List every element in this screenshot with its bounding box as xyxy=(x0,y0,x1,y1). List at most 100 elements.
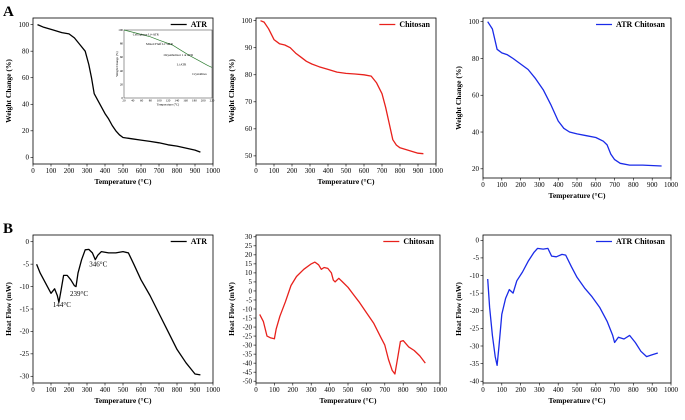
legend-label: ATR xyxy=(191,20,208,29)
y-tick-label: -20 xyxy=(243,323,253,331)
inset-y-tick-label: 100 xyxy=(118,28,123,32)
x-tick-label: 900 xyxy=(647,386,658,394)
chart-dsc-atr: 0 100 200 300 400 500 600 700 800 900 1000 0 -5 -10 -1… xyxy=(4,234,221,405)
y-tick-label: 100 xyxy=(242,17,253,25)
x-tick-label: 800 xyxy=(628,386,639,394)
series-line xyxy=(260,20,424,155)
x-tick-label: 200 xyxy=(515,386,526,394)
y-tick-label: -10 xyxy=(243,305,253,313)
x-tick-label: 400 xyxy=(100,167,111,175)
x-tick-label: 100 xyxy=(497,181,508,189)
y-tick-label: -15 xyxy=(243,314,253,322)
x-tick-label: 0 xyxy=(481,386,485,394)
inset-chart: 20 40 60 80 100 120 140 160 180 200 22002040608010… xyxy=(115,28,215,107)
series-line xyxy=(487,247,658,367)
y-tick-label: 25 xyxy=(245,242,253,250)
x-tick-label: 100 xyxy=(269,386,280,394)
y-tick-label: 0 xyxy=(26,238,30,246)
y-tick-label: 80 xyxy=(22,47,30,55)
y-tick-label: -10 xyxy=(470,272,480,280)
x-tick-label: 800 xyxy=(172,386,183,394)
x-tick-label: 600 xyxy=(359,167,370,175)
y-tick-label: 100 xyxy=(469,18,480,26)
inset-series-line xyxy=(123,29,213,68)
x-tick-label: 0 xyxy=(254,386,258,394)
y-axis-label: Weight Change (%) xyxy=(454,66,463,130)
x-tick-label: 300 xyxy=(534,181,545,189)
y-tick-label: 0 xyxy=(476,237,480,245)
x-tick-label: 700 xyxy=(154,386,165,394)
y-tick-label: -35 xyxy=(470,360,480,368)
series-line xyxy=(487,21,662,167)
y-tick-label: 60 xyxy=(472,92,480,100)
x-axis-label: Temperature (°C) xyxy=(549,191,606,200)
inset-annotation: Crystallites xyxy=(192,72,207,76)
x-tick-label: 100 xyxy=(46,167,57,175)
y-tick-label: 100 xyxy=(19,21,30,29)
legend-label: ATR Chitosan xyxy=(616,20,666,29)
x-tick-label: 400 xyxy=(100,386,111,394)
x-tick-label: 800 xyxy=(395,167,406,175)
panel-label-a: A xyxy=(3,4,14,20)
x-tick-label: 1000 xyxy=(206,167,221,175)
series-line xyxy=(37,24,201,153)
x-tick-label: 500 xyxy=(572,181,583,189)
inset-annotation: Mixed Fluff Li+ATR xyxy=(146,42,174,46)
x-tick-label: 500 xyxy=(343,386,354,394)
y-tick-label: 60 xyxy=(22,74,30,82)
x-tick-label: 500 xyxy=(118,386,129,394)
inset-y-axis-label: Weight Change (%) xyxy=(115,51,119,76)
y-tick-label: 80 xyxy=(472,55,480,63)
inset-x-axis-label: Temperature (°C) xyxy=(157,103,179,107)
x-tick-label: 300 xyxy=(534,386,545,394)
x-tick-label: 600 xyxy=(361,386,372,394)
inset-x-tick-label: 180 xyxy=(192,99,197,103)
inset-y-tick-label: 20 xyxy=(120,82,124,86)
inset-x-tick-label: 100 xyxy=(157,99,162,103)
chart-tga-atr-chitosan: 0 100 200 300 400 500 600 700 800 900 1000 20 40 60 80… xyxy=(454,17,679,200)
y-tick-label: -15 xyxy=(470,289,480,297)
legend-label: Chitosan xyxy=(399,20,430,29)
y-tick-label: 20 xyxy=(472,165,480,173)
x-tick-label: 800 xyxy=(398,386,409,394)
x-tick-label: 500 xyxy=(341,167,352,175)
x-tick-label: 400 xyxy=(324,386,335,394)
plot-frame xyxy=(255,17,437,165)
x-tick-label: 900 xyxy=(190,167,201,175)
y-tick-label: 50 xyxy=(245,152,253,160)
x-tick-label: 200 xyxy=(287,167,298,175)
y-tick-label: 20 xyxy=(245,251,253,259)
x-tick-label: 0 xyxy=(31,167,35,175)
x-tick-label: 800 xyxy=(628,181,639,189)
x-tick-label: 700 xyxy=(609,181,620,189)
x-tick-label: 600 xyxy=(591,181,602,189)
y-axis-label: Heat Flow (mW) xyxy=(227,282,236,336)
x-tick-label: 600 xyxy=(136,386,147,394)
y-tick-label: -5 xyxy=(473,254,479,262)
y-tick-label: -35 xyxy=(243,350,253,358)
inset-y-tick-label: 40 xyxy=(120,69,124,73)
plot-frame xyxy=(255,234,441,384)
x-tick-label: 100 xyxy=(497,386,508,394)
x-tick-label: 1000 xyxy=(664,181,679,189)
inset-x-tick-label: 140 xyxy=(174,99,179,103)
legend-label: ATR xyxy=(191,237,208,246)
plot-frame xyxy=(482,17,672,179)
x-tick-label: 300 xyxy=(306,386,317,394)
x-tick-label: 700 xyxy=(377,167,388,175)
x-tick-label: 900 xyxy=(190,386,201,394)
inset-annotation: Li ATR xyxy=(177,62,187,66)
x-tick-label: 1000 xyxy=(429,167,444,175)
inset-x-tick-label: 80 xyxy=(149,99,153,103)
peak-annotation: 346°C xyxy=(89,261,107,269)
legend-label: ATR Chitosan xyxy=(616,237,666,246)
y-tick-label: 70 xyxy=(245,98,253,106)
y-tick-label: 90 xyxy=(245,44,253,52)
x-tick-label: 1000 xyxy=(206,386,221,394)
chart-dsc-chitosan: 0 100 200 300 400 500 600 700 800 900 100030252015… xyxy=(227,233,448,405)
x-tick-label: 1000 xyxy=(664,386,679,394)
x-tick-label: 500 xyxy=(572,386,583,394)
x-tick-label: 100 xyxy=(269,167,280,175)
x-tick-label: 600 xyxy=(136,167,147,175)
y-axis-label: Heat Flow (mW) xyxy=(4,282,13,336)
